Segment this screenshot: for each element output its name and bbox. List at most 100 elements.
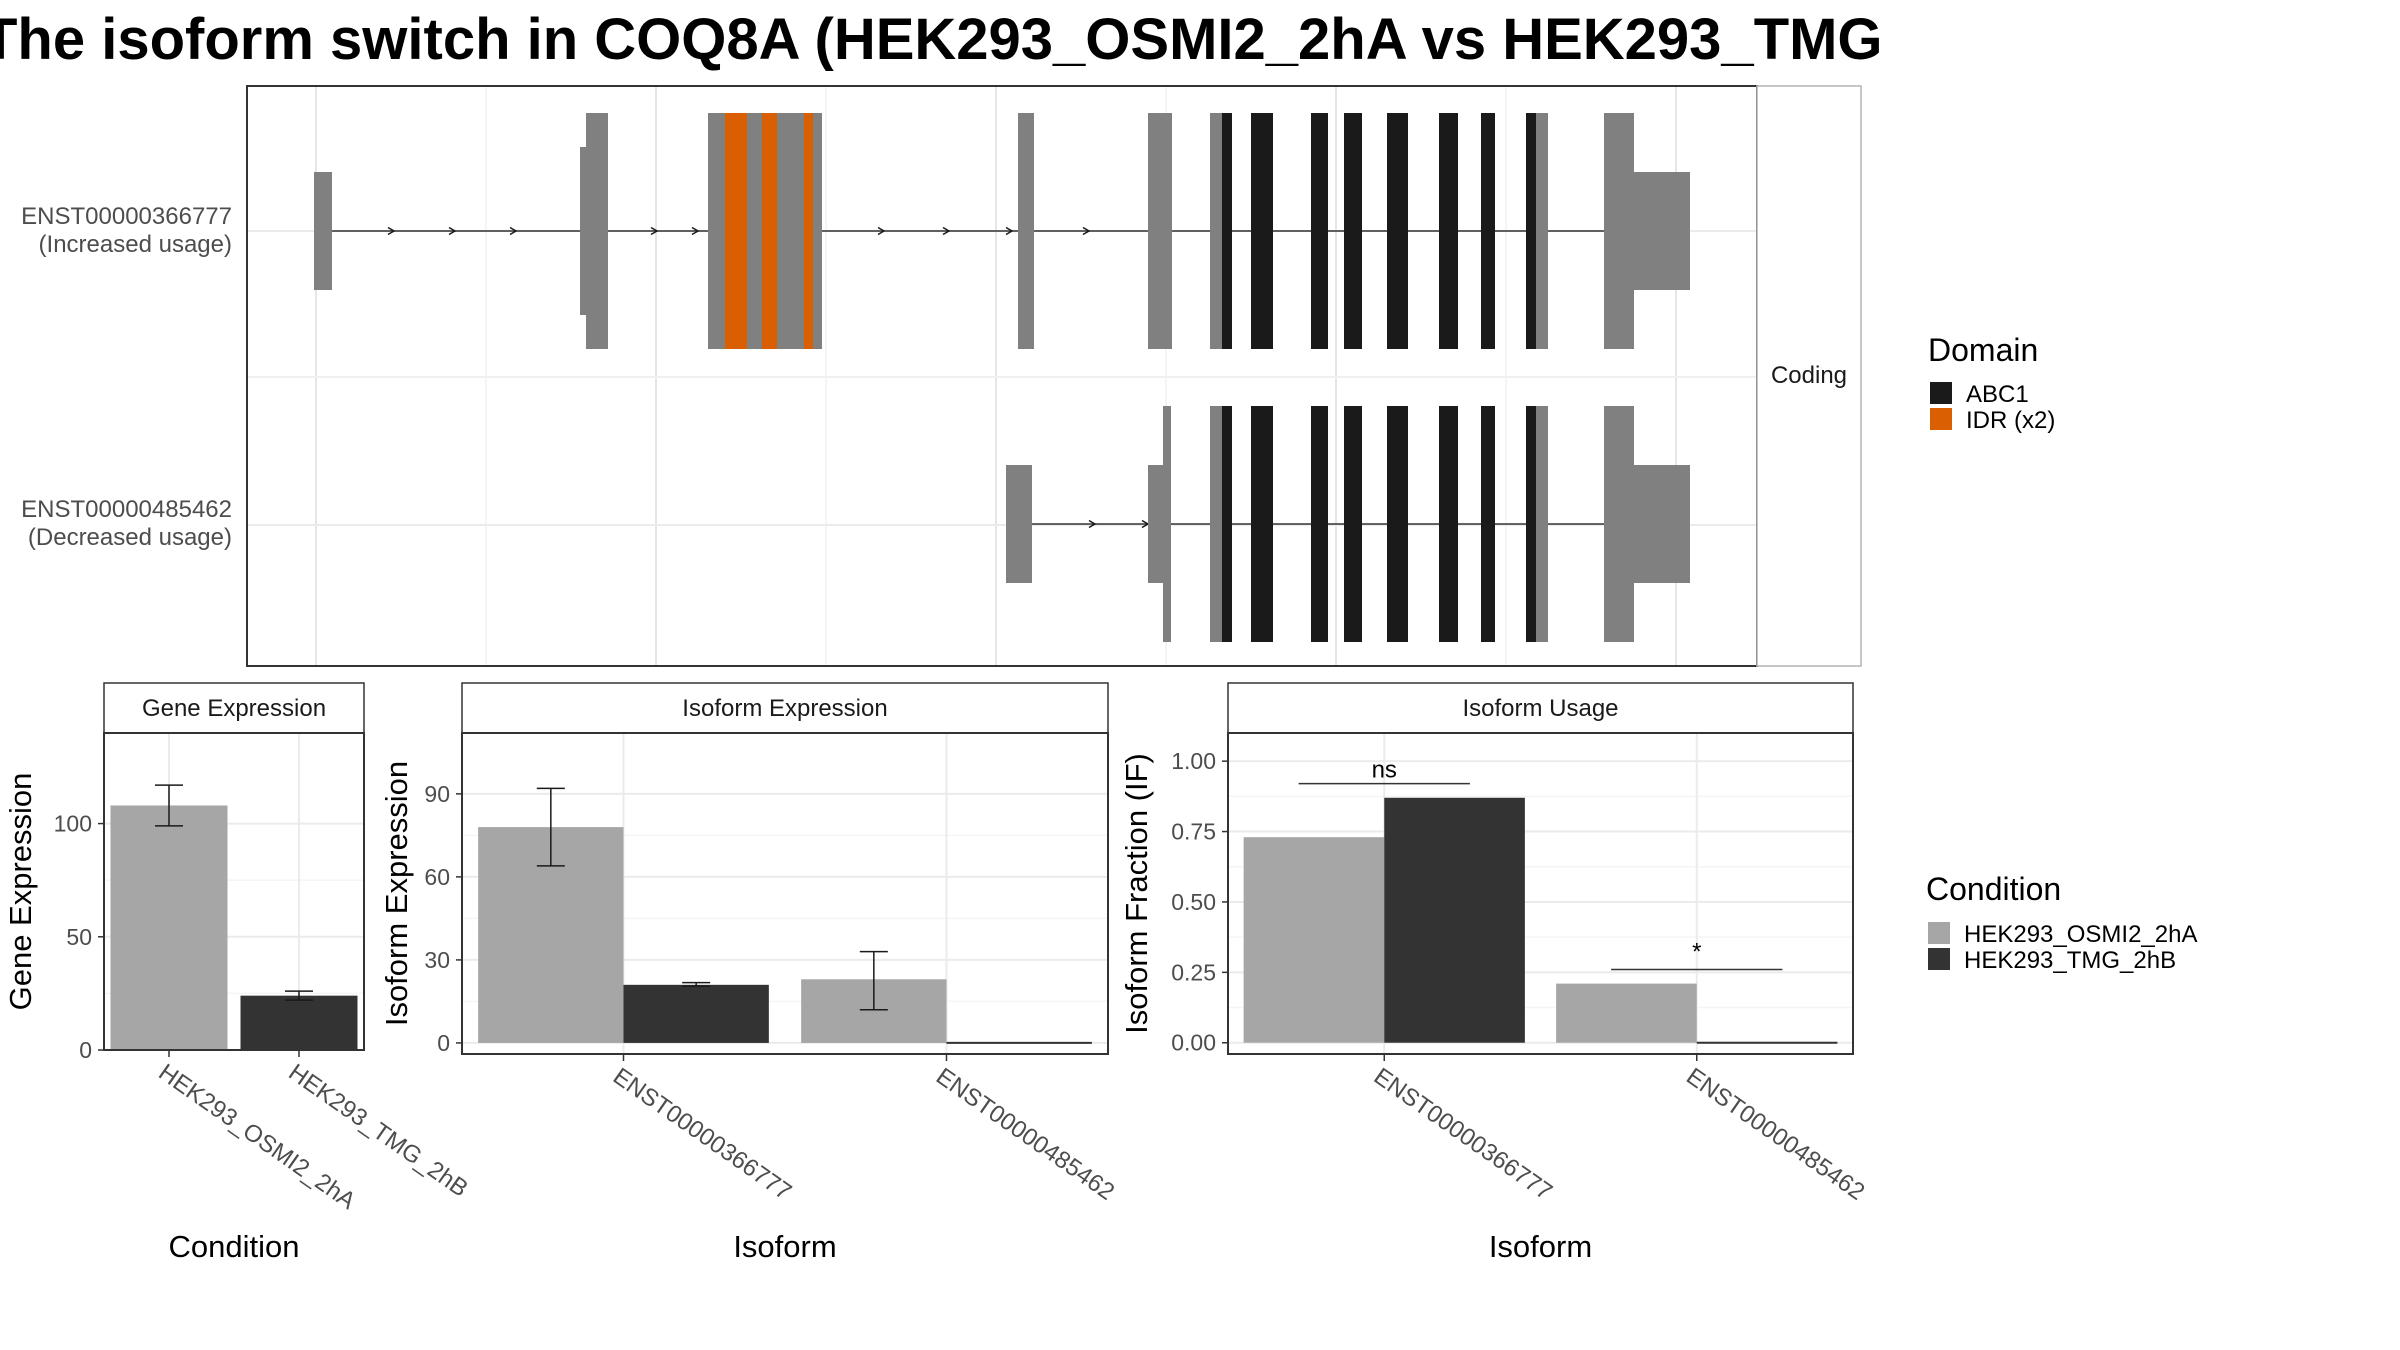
domain-legend-label-idr: IDR (x2): [1966, 407, 2055, 434]
abc1-domain-segment: [1387, 406, 1408, 642]
isoform-usage-xtick-label: ENST00000485462: [1681, 1063, 1869, 1206]
isoform-usage-bar: [1243, 837, 1385, 1043]
abc1-domain-segment: [1251, 113, 1273, 349]
isoform-expression-ytick-label: 0: [437, 1030, 450, 1056]
isoform-usage-bar: [1384, 797, 1525, 1043]
structure-facet-label: Coding: [1771, 362, 1847, 389]
isoform-usage-yaxis-title: Isoform Fraction (IF): [1119, 753, 1154, 1034]
isoform-2-exon: [1604, 406, 1634, 642]
gene-expression-border: [103, 732, 365, 1051]
gene-expression-bar: [110, 805, 228, 1050]
structure-panel: Coding ENST00000366777 (Increased usage)…: [21, 85, 1862, 667]
abc1-domain-segment: [1222, 406, 1232, 642]
isoform-usage-bar: [1556, 983, 1697, 1043]
isoform-usage-strip: [1227, 682, 1854, 734]
chart-title-text: The isoform switch in COQ8A (HEK293_OSMI…: [0, 7, 1880, 72]
isoform-usage-significance-label: ns: [1372, 757, 1397, 784]
chart-title: The isoform switch in COQ8A (HEK293_OSMI…: [0, 6, 1880, 86]
isoform-usage-border: [1227, 732, 1854, 1055]
isoform-usage-ytick-label: 0.50: [1171, 889, 1216, 915]
intron-arrow: [691, 226, 700, 236]
domain-legend-swatch-abc1: [1930, 382, 1952, 404]
isoform-expression-xtick-label: ENST00000366777: [608, 1063, 796, 1206]
isoform-2-note-label: (Decreased usage): [28, 524, 232, 551]
abc1-domain-segment: [1481, 406, 1495, 642]
intron-arrow: [1088, 519, 1097, 529]
intron-arrow: [650, 226, 659, 236]
isoform-expression-xaxis-title: Isoform: [733, 1229, 836, 1264]
isoform-usage-panel: Isoform Usage ns * 0.00 0.25 0.50 0.75 1.00 ENST…: [1119, 682, 1870, 1264]
isoform-1-exon: [708, 113, 725, 349]
gene-expression-xaxis-title: Condition: [169, 1229, 300, 1264]
structure-models: [314, 113, 1690, 642]
intron-arrow: [877, 226, 886, 236]
domain-legend-title: Domain: [1928, 332, 2038, 368]
isoform-2-exon: [1163, 406, 1171, 642]
isoform-2-utr-exon: [1148, 465, 1166, 583]
isoform-usage-significance-label: *: [1692, 939, 1701, 966]
intron-arrow: [448, 226, 457, 236]
isoform-expression-strip-label: Isoform Expression: [682, 695, 887, 722]
intron-arrow: [387, 226, 396, 236]
isoform-usage-xaxis-title: Isoform: [1489, 1229, 1592, 1264]
isoform-1-exon: [1536, 113, 1548, 349]
isoform-1-exon: [1604, 113, 1634, 349]
abc1-domain-segment: [1387, 113, 1408, 349]
intron-arrow: [942, 226, 951, 236]
intron-arrow: [1005, 226, 1014, 236]
intron-arrow: [509, 226, 518, 236]
abc1-domain-segment: [1344, 113, 1362, 349]
idr-domain-segment: [804, 113, 813, 349]
isoform-1-exon: [813, 113, 822, 349]
abc1-domain-segment: [1526, 406, 1536, 642]
isoform-1-exon: [586, 113, 608, 349]
domain-legend: Domain ABC1 IDR (x2): [1928, 332, 2055, 434]
isoform-2-exon: [1536, 406, 1548, 642]
abc1-domain-segment: [1251, 406, 1273, 642]
isoform-usage-strip-label: Isoform Usage: [1462, 695, 1618, 722]
isoform-expression-yaxis-title: Isoform Expression: [379, 761, 414, 1026]
isoform-2-id-label: ENST00000485462: [21, 496, 232, 523]
isoform-1-exon: [777, 113, 804, 349]
condition-legend-title: Condition: [1926, 871, 2061, 907]
isoform-expression-bar: [623, 984, 769, 1043]
gene-expression-strip-label: Gene Expression: [142, 695, 326, 722]
gene-expression-ytick-label: 100: [54, 811, 92, 837]
condition-legend-swatch-b: [1928, 948, 1950, 970]
isoform-1-exon: [1210, 113, 1222, 349]
condition-legend-label-b: HEK293_TMG_2hB: [1964, 947, 2176, 974]
condition-legend-label-a: HEK293_OSMI2_2hA: [1964, 921, 2197, 948]
gene-expression-bar: [240, 995, 358, 1050]
isoform-expression-xtick-label: ENST00000485462: [931, 1063, 1119, 1206]
isoform-usage-ytick-label: 1.00: [1171, 748, 1216, 774]
abc1-domain-segment: [1526, 113, 1536, 349]
abc1-domain-segment: [1344, 406, 1362, 642]
idr-domain-segment: [762, 113, 777, 349]
domain-legend-label-abc1: ABC1: [1966, 381, 2029, 408]
isoform-1-id-label: ENST00000366777: [21, 203, 232, 230]
abc1-domain-segment: [1311, 113, 1328, 349]
gene-expression-yaxis-title: Gene Expression: [3, 773, 38, 1011]
isoform-expression-ytick-label: 30: [424, 947, 450, 973]
isoform-usage-ytick-label: 0.00: [1171, 1030, 1216, 1056]
isoform-usage-xtick-label: ENST00000366777: [1369, 1063, 1557, 1206]
isoform-1-exon: [747, 113, 762, 349]
isoform-expression-strip: [461, 682, 1109, 734]
abc1-domain-segment: [1481, 113, 1495, 349]
isoform-expression-border: [461, 732, 1109, 1055]
abc1-domain-segment: [1222, 113, 1232, 349]
gene-expression-ytick-label: 50: [66, 924, 92, 950]
isoform-2-exon: [1210, 406, 1222, 642]
gene-expression-ytick-label: 0: [79, 1037, 92, 1063]
isoform-2-utr-exon: [1634, 465, 1690, 583]
structure-facet-strip: [1756, 85, 1862, 667]
domain-legend-swatch-idr: [1930, 408, 1952, 430]
isoform-1-utr-exon: [1634, 172, 1690, 290]
condition-legend-swatch-a: [1928, 922, 1950, 944]
condition-legend: Condition HEK293_OSMI2_2hA HEK293_TMG_2h…: [1926, 871, 2197, 974]
isoform-expression-panel: Isoform Expression 0 30 60 90 ENST00000366777…: [379, 682, 1119, 1264]
isoform-1-utr-exon: [580, 147, 587, 315]
isoform-usage-ytick-label: 0.25: [1171, 959, 1216, 985]
idr-domain-segment: [725, 113, 747, 349]
